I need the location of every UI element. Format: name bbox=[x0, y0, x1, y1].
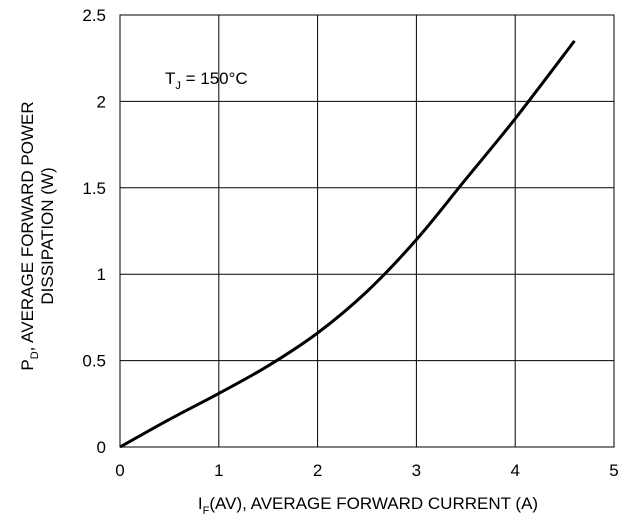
junction-temperature-annotation: TJ = 150°C bbox=[165, 69, 248, 92]
y-axis-title: PD, AVERAGE FORWARD POWER DISSIPATION (W… bbox=[18, 101, 57, 370]
x-tick-label: 4 bbox=[510, 461, 519, 480]
y-tick-label: 1.5 bbox=[82, 179, 106, 198]
y-tick-label: 2 bbox=[97, 92, 106, 111]
x-tick-labels: 0 1 2 3 4 5 bbox=[115, 461, 618, 480]
x-tick-label: 3 bbox=[412, 461, 421, 480]
x-tick-label: 2 bbox=[313, 461, 322, 480]
x-tick-label: 0 bbox=[115, 461, 124, 480]
x-tick-label: 5 bbox=[609, 461, 618, 480]
series-group bbox=[119, 39, 576, 449]
plot-frame bbox=[119, 14, 615, 448]
x-tick-label: 1 bbox=[214, 461, 223, 480]
y-axis-title-line2: DISSIPATION (W) bbox=[38, 167, 57, 304]
y-tick-label: 2.5 bbox=[82, 6, 106, 25]
y-tick-label: 0.5 bbox=[82, 352, 106, 371]
series-line-0 bbox=[119, 39, 576, 449]
y-axis-title-line1: PD, AVERAGE FORWARD POWER bbox=[18, 101, 41, 370]
y-tick-labels: 0 0.5 1 1.5 2 2.5 bbox=[82, 6, 106, 457]
y-tick-label: 1 bbox=[97, 265, 106, 284]
y-tick-label: 0 bbox=[97, 438, 106, 457]
x-axis-title: IF(AV), AVERAGE FORWARD CURRENT (A) bbox=[198, 494, 538, 517]
